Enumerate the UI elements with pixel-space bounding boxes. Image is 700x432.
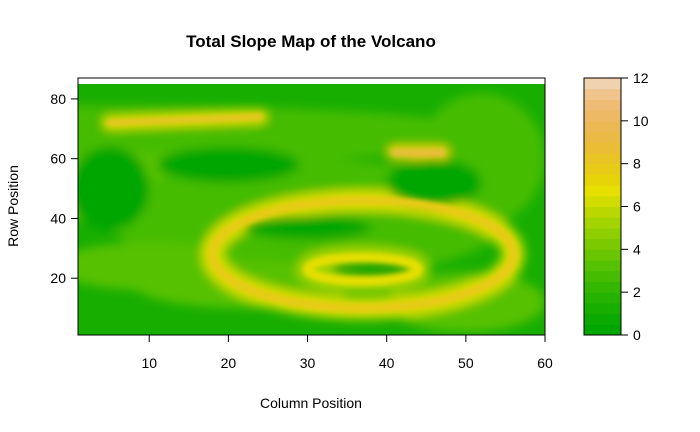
colorbar-tick-label: 12 bbox=[633, 70, 649, 86]
x-tick-label: 10 bbox=[141, 355, 157, 371]
colorbar-swatch bbox=[584, 281, 621, 293]
colorbar-swatch bbox=[584, 324, 621, 336]
colorbar-tick-label: 6 bbox=[633, 199, 641, 215]
plot-frame bbox=[77, 77, 546, 336]
colorbar-swatch bbox=[584, 217, 621, 229]
colorbar-swatch bbox=[584, 78, 621, 90]
flat-basin bbox=[386, 158, 482, 207]
colorbar-swatch bbox=[584, 292, 621, 304]
colorbar-swatch bbox=[584, 206, 621, 218]
flat-basin bbox=[78, 146, 150, 231]
colorbar-swatch bbox=[584, 174, 621, 186]
colorbar-swatch bbox=[584, 249, 621, 261]
y-tick-label: 80 bbox=[50, 91, 66, 107]
colorbar-swatch bbox=[584, 110, 621, 122]
colorbar-swatch bbox=[584, 163, 621, 175]
y-tick-label: 60 bbox=[50, 151, 66, 167]
slope-highlights bbox=[106, 113, 518, 313]
x-axis: 10 20 30 40 50 60 bbox=[141, 335, 553, 371]
colorbar-swatch bbox=[584, 185, 621, 197]
slope-ridge-peak bbox=[106, 113, 264, 126]
slope-ring-peak bbox=[303, 252, 423, 286]
colorbar-tick-label: 2 bbox=[633, 284, 641, 300]
x-axis-label: Column Position bbox=[260, 395, 362, 411]
colorbar-swatch bbox=[584, 131, 621, 143]
x-tick-label: 30 bbox=[300, 355, 316, 371]
x-tick-label: 60 bbox=[537, 355, 553, 371]
flat-basin bbox=[244, 215, 371, 240]
heatmap-plot-area bbox=[78, 78, 545, 335]
colorbar-swatch bbox=[584, 195, 621, 207]
y-tick-label: 40 bbox=[50, 210, 66, 226]
x-tick-label: 50 bbox=[458, 355, 474, 371]
colorbar: 0 2 4 6 8 10 12 bbox=[583, 70, 649, 343]
slope-ring-peak bbox=[208, 196, 518, 313]
colorbar-tick-label: 4 bbox=[633, 241, 641, 257]
flat-basin bbox=[331, 260, 411, 279]
flat-basin bbox=[157, 146, 300, 183]
chart-title: Total Slope Map of the Volcano bbox=[186, 32, 436, 51]
no-data-strip bbox=[78, 78, 545, 84]
colorbar-swatch bbox=[584, 313, 621, 325]
colorbar-swatch bbox=[584, 120, 621, 133]
y-axis: 20 40 60 80 bbox=[50, 91, 78, 286]
colorbar-tick-label: 10 bbox=[633, 113, 649, 129]
colorbar-swatch bbox=[584, 142, 621, 154]
colorbar-swatch bbox=[584, 88, 621, 100]
colorbar-swatch bbox=[584, 302, 621, 315]
colorbar-swatch bbox=[584, 227, 621, 240]
colorbar-tick-label: 0 bbox=[633, 327, 641, 343]
colorbar-swatch bbox=[584, 152, 621, 165]
y-tick-label: 20 bbox=[50, 270, 66, 286]
colorbar-tick-label: 8 bbox=[633, 156, 641, 172]
x-tick-label: 40 bbox=[379, 355, 395, 371]
x-tick-label: 20 bbox=[221, 355, 237, 371]
colorbar-swatch bbox=[584, 260, 621, 272]
y-axis-label: Row Position bbox=[5, 165, 21, 247]
colorbar-swatch bbox=[584, 270, 621, 282]
colorbar-swatch bbox=[584, 238, 621, 250]
colorbar-swatch bbox=[584, 99, 621, 111]
